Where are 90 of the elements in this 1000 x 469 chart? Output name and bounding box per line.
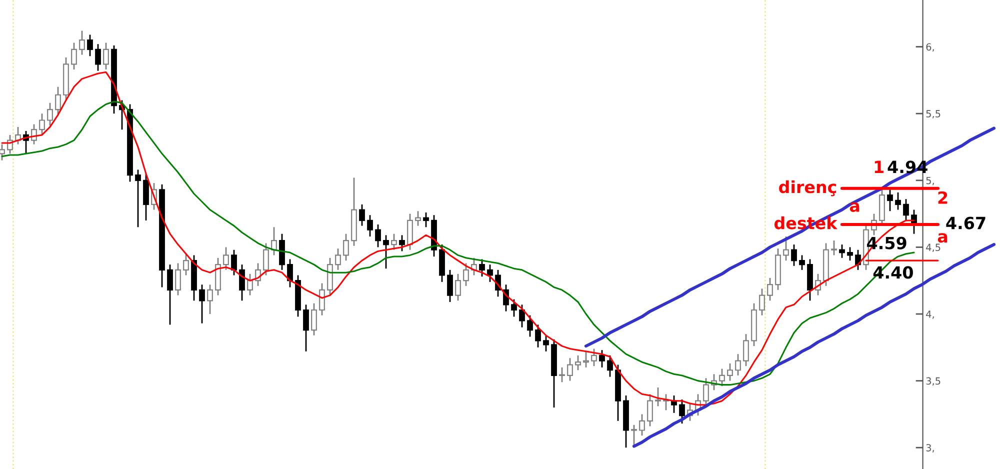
candlestick xyxy=(399,234,405,252)
candlestick xyxy=(343,233,349,262)
candlestick xyxy=(743,333,749,367)
candlestick xyxy=(583,350,589,368)
candlestick xyxy=(319,282,325,316)
candlestick xyxy=(591,348,597,367)
candlestick xyxy=(519,304,525,328)
candlestick xyxy=(71,42,77,70)
candlestick xyxy=(271,226,277,256)
candlestick xyxy=(607,354,613,378)
candlestick xyxy=(567,357,573,382)
candlestick xyxy=(847,246,853,262)
candlestick xyxy=(647,393,653,427)
candlestick xyxy=(287,258,293,288)
candlestick xyxy=(631,424,637,446)
candlestick xyxy=(335,248,341,271)
annotation: a xyxy=(938,233,948,243)
candlestick xyxy=(727,362,733,382)
candlestick xyxy=(639,414,645,436)
candlestick xyxy=(599,349,605,368)
candlestick xyxy=(79,30,85,56)
candlestick xyxy=(559,366,565,383)
candlestick xyxy=(167,264,173,326)
candlestick xyxy=(735,353,741,376)
candlestick xyxy=(447,269,453,303)
y-tick-label: 4,5 xyxy=(926,244,940,252)
candlestick xyxy=(791,244,797,267)
candlestick xyxy=(175,262,181,296)
candlestick xyxy=(535,324,541,348)
candlestick xyxy=(679,398,685,424)
candlestick xyxy=(103,42,109,70)
candlestick xyxy=(375,224,381,248)
candlestick xyxy=(199,284,205,324)
candlestick xyxy=(0,144,5,162)
candlestick xyxy=(311,302,317,336)
series-label: direnç xyxy=(779,180,836,196)
candlestick xyxy=(543,334,549,352)
candlestick xyxy=(855,249,861,271)
candlestick xyxy=(263,242,269,276)
candlestick xyxy=(207,284,213,315)
y-tick-label: 6, xyxy=(926,43,934,52)
candlestick xyxy=(455,273,461,302)
annotation: 2 xyxy=(938,191,948,204)
candlestick xyxy=(655,386,661,407)
candlestick xyxy=(367,214,373,238)
candlestick xyxy=(415,210,421,227)
candlestick xyxy=(383,234,389,270)
candlestick xyxy=(575,354,581,371)
candlestick xyxy=(719,368,725,387)
candlestick xyxy=(359,204,365,227)
candlestick xyxy=(463,262,469,287)
candlestick xyxy=(511,298,517,318)
candlestick xyxy=(487,264,493,283)
candlestick xyxy=(495,269,501,298)
candlestick xyxy=(231,249,237,276)
y-tick-label: 4, xyxy=(926,310,934,319)
candlestick xyxy=(767,277,773,302)
y-tick-label: 3, xyxy=(926,444,934,452)
candlestick xyxy=(479,258,485,278)
candlestick xyxy=(183,253,189,276)
annotation: 1 xyxy=(874,160,884,173)
candlestick xyxy=(703,377,709,407)
candlestick xyxy=(47,102,53,126)
candlestick xyxy=(95,43,101,72)
candlestick xyxy=(55,86,61,116)
candlestick xyxy=(31,124,37,146)
y-tick-label: 5, xyxy=(926,176,934,186)
candlestick xyxy=(527,314,533,338)
annotation: a xyxy=(850,202,860,212)
candlestick xyxy=(759,288,765,316)
candlestick xyxy=(135,169,141,228)
line-series xyxy=(584,126,996,348)
candlestick xyxy=(783,236,789,262)
candlestick xyxy=(887,189,893,212)
candlestick xyxy=(903,198,909,222)
y-tick-label: 3,5 xyxy=(926,377,940,386)
candlestick xyxy=(799,254,805,271)
candlestick xyxy=(247,273,253,296)
candlestick xyxy=(87,34,93,57)
candlestick xyxy=(303,304,309,352)
candlestick xyxy=(839,244,845,259)
candlestick xyxy=(39,112,45,136)
candlestick xyxy=(895,192,901,210)
y-tick-label: 5,5 xyxy=(926,110,940,118)
candlestick xyxy=(239,264,245,302)
candlestick xyxy=(391,233,397,251)
annotation: 4.67 xyxy=(946,216,986,230)
candlestick xyxy=(223,246,229,271)
candlestick xyxy=(423,212,429,228)
candlestick xyxy=(831,240,837,256)
